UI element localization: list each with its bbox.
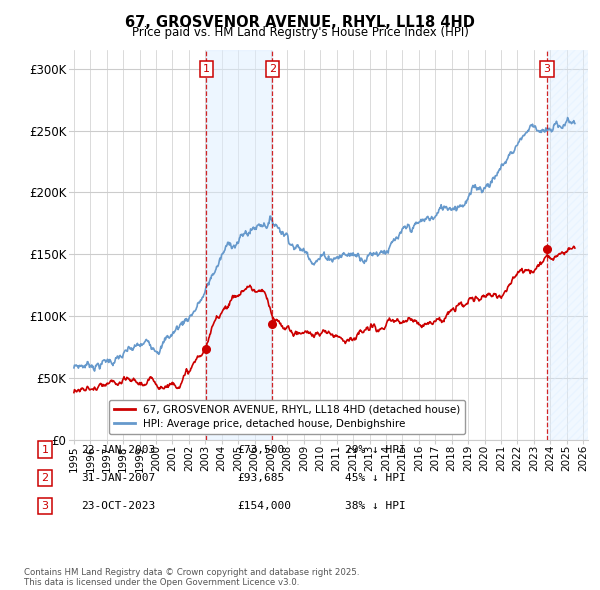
Text: 29% ↓ HPI: 29% ↓ HPI bbox=[345, 445, 406, 454]
Legend: 67, GROSVENOR AVENUE, RHYL, LL18 4HD (detached house), HPI: Average price, detac: 67, GROSVENOR AVENUE, RHYL, LL18 4HD (de… bbox=[109, 400, 466, 434]
Text: 22-JAN-2003: 22-JAN-2003 bbox=[81, 445, 155, 454]
Text: £73,500: £73,500 bbox=[237, 445, 284, 454]
Bar bbox=[547, 50, 588, 440]
Text: 1: 1 bbox=[203, 64, 210, 74]
Text: 2: 2 bbox=[269, 64, 276, 74]
Text: 45% ↓ HPI: 45% ↓ HPI bbox=[345, 473, 406, 483]
Text: 31-JAN-2007: 31-JAN-2007 bbox=[81, 473, 155, 483]
Text: 67, GROSVENOR AVENUE, RHYL, LL18 4HD: 67, GROSVENOR AVENUE, RHYL, LL18 4HD bbox=[125, 15, 475, 30]
Text: Price paid vs. HM Land Registry's House Price Index (HPI): Price paid vs. HM Land Registry's House … bbox=[131, 26, 469, 39]
Text: 23-OCT-2023: 23-OCT-2023 bbox=[81, 502, 155, 511]
Text: 1: 1 bbox=[41, 445, 49, 454]
Text: 38% ↓ HPI: 38% ↓ HPI bbox=[345, 502, 406, 511]
Text: 3: 3 bbox=[544, 64, 551, 74]
Text: 3: 3 bbox=[41, 502, 49, 511]
Text: 2: 2 bbox=[41, 473, 49, 483]
Text: Contains HM Land Registry data © Crown copyright and database right 2025.
This d: Contains HM Land Registry data © Crown c… bbox=[24, 568, 359, 587]
Text: £154,000: £154,000 bbox=[237, 502, 291, 511]
Text: £93,685: £93,685 bbox=[237, 473, 284, 483]
Bar bbox=[206, 50, 272, 440]
